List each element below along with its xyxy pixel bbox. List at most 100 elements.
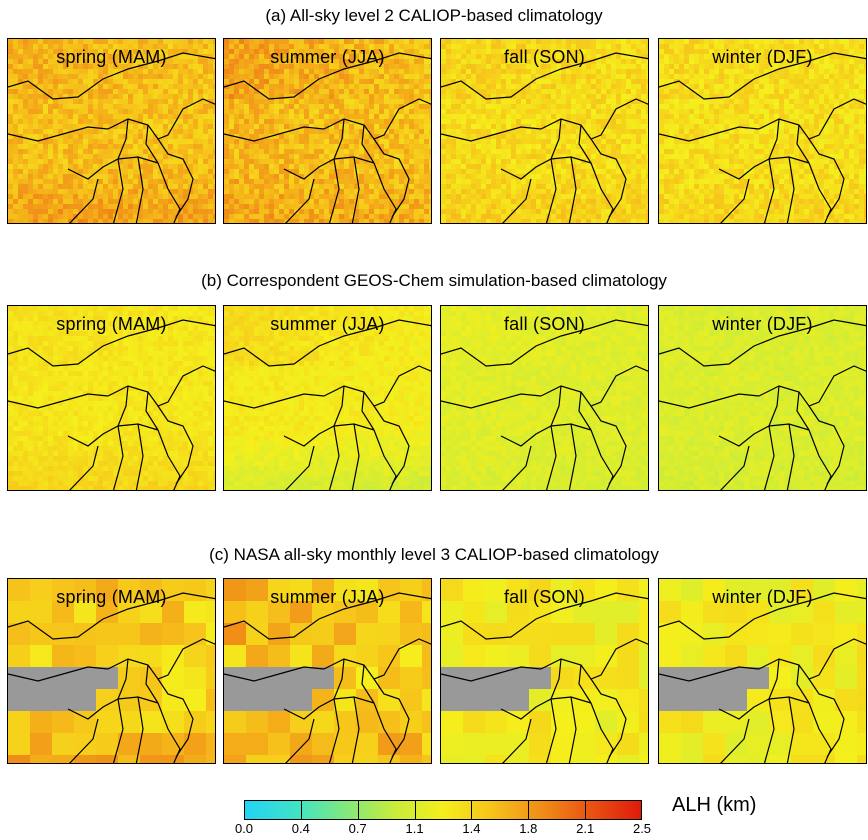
heatmap-cell [546,104,551,109]
heatmap-cell [284,114,289,119]
heatmap-cell [596,124,601,129]
heatmap-cell [591,134,596,139]
heatmap-cell [269,114,274,119]
heatmap-cell [203,64,208,69]
heatmap-cell [23,119,28,124]
heatmap-cell [304,184,309,189]
heatmap-cell [299,219,304,223]
heatmap-cell [611,109,616,114]
heatmap-cell [814,54,819,59]
heatmap-cell [531,189,536,194]
heatmap-cell [496,104,501,109]
heatmap-cell [244,184,249,189]
heatmap-cell [138,94,143,99]
heatmap-cell [611,44,616,49]
heatmap-cell [324,114,329,119]
heatmap-cell [429,59,431,64]
heatmap-cell [108,69,113,74]
heatmap-cell [501,134,506,139]
heatmap-cell [289,174,294,179]
heatmap-cell [168,159,173,164]
heatmap-cell [506,199,511,204]
heatmap-cell [616,119,621,124]
heatmap-cell [8,59,13,64]
heatmap-cell [456,119,461,124]
heatmap-cell [183,144,188,149]
heatmap-cell [133,209,138,214]
heatmap-cell [128,114,133,119]
map-border-line [578,124,592,164]
heatmap-cell [441,144,446,149]
heatmap-cell [451,84,456,89]
heatmap-cell [183,64,188,69]
heatmap-cell [389,134,394,139]
heatmap-cell [193,169,198,174]
heatmap-cell [424,109,429,114]
heatmap-cell [511,119,516,124]
heatmap-cell [399,114,404,119]
heatmap-cell [511,84,516,89]
heatmap-cell [234,164,239,169]
heatmap-cell [446,94,451,99]
heatmap-cell [153,174,158,179]
heatmap-cell [611,94,616,99]
heatmap-cell [133,49,138,54]
heatmap-cell [566,74,571,79]
heatmap-cell [591,119,596,124]
heatmap-cell [329,79,334,84]
heatmap-cell [274,74,279,79]
heatmap-cell [774,39,779,44]
heatmap-cell [73,94,78,99]
heatmap-cell [704,44,709,49]
heatmap-cell [133,99,138,104]
heatmap-cell [591,159,596,164]
heatmap-cell [409,104,414,109]
heatmap-cell [511,49,516,54]
heatmap-cell [451,169,456,174]
heatmap-cell [501,139,506,144]
heatmap-cell [178,74,183,79]
heatmap-cell [239,39,244,44]
heatmap-cell [304,134,309,139]
heatmap-cell [551,209,556,214]
heatmap-cell [641,179,646,184]
heatmap-cell [646,214,648,219]
heatmap-cell [551,119,556,124]
map-border-line [67,156,159,180]
heatmap-cell [566,104,571,109]
heatmap-cell [471,199,476,204]
heatmap-cell [516,144,521,149]
heatmap-cell [496,194,501,199]
heatmap-cell [198,129,203,134]
heatmap-cell [441,179,446,184]
heatmap-cell [148,79,153,84]
heatmap-cell [369,219,374,223]
heatmap-cell [153,154,158,159]
heatmap-cell [476,189,481,194]
heatmap-cell [208,129,213,134]
heatmap-cell [591,74,596,79]
heatmap-cell [93,129,98,134]
heatmap-cell [309,184,314,189]
heatmap-cell [83,194,88,199]
heatmap-cell [93,174,98,179]
heatmap-cell [188,109,193,114]
heatmap-cell [148,199,153,204]
heatmap-cell [198,194,203,199]
heatmap-cell [461,139,466,144]
heatmap-cell [284,119,289,124]
heatmap-cell [496,204,501,209]
heatmap-cell [48,214,53,219]
heatmap-cell [269,79,274,84]
heatmap-cell [143,169,148,174]
heatmap-cell [203,154,208,159]
heatmap-cell [108,104,113,109]
heatmap-cell [561,109,566,114]
heatmap-cell [779,49,784,54]
heatmap-cell [73,149,78,154]
heatmap-cell [424,149,429,154]
heatmap-cell [364,184,369,189]
heatmap-cell [446,104,451,109]
heatmap-cell [234,69,239,74]
heatmap-cell [424,204,429,209]
